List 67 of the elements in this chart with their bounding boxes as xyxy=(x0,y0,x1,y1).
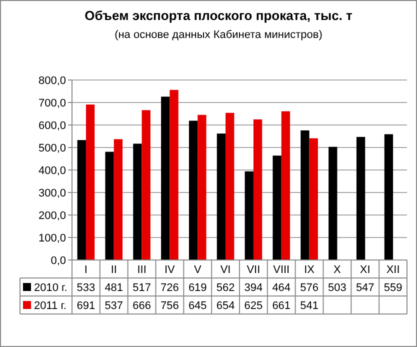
y-tick-label: 200,0 xyxy=(38,210,66,222)
x-tick-label: IV xyxy=(164,264,176,276)
bar xyxy=(86,104,95,260)
bar xyxy=(142,110,150,260)
x-tick-label: X xyxy=(334,264,342,276)
bar xyxy=(161,96,170,260)
data-label: 619 xyxy=(188,282,207,294)
bar xyxy=(253,119,262,260)
data-label: 645 xyxy=(188,300,207,312)
x-tick-label: II xyxy=(110,264,117,276)
data-label: 661 xyxy=(272,300,291,312)
bar xyxy=(114,139,123,260)
data-label: 666 xyxy=(132,300,151,312)
bar xyxy=(356,136,366,260)
x-tick-label: IX xyxy=(304,264,316,276)
data-label: 559 xyxy=(384,282,402,294)
y-tick-label: 300,0 xyxy=(38,187,66,200)
data-label: 691 xyxy=(76,300,96,312)
bar xyxy=(226,112,234,260)
chart-subtitle: (на основе данных Кабинета министров) xyxy=(114,29,322,41)
data-label: 625 xyxy=(244,300,263,312)
data-label: 464 xyxy=(272,282,291,294)
x-tick-label: VIII xyxy=(273,264,290,276)
data-label: 537 xyxy=(104,300,124,312)
bar xyxy=(281,111,290,260)
bar xyxy=(188,120,198,260)
data-label: 517 xyxy=(132,282,151,294)
data-label: 547 xyxy=(356,282,374,294)
bar xyxy=(170,90,178,260)
data-label: 654 xyxy=(216,300,235,312)
bar xyxy=(198,114,206,260)
y-tick-label: 500,0 xyxy=(38,142,66,154)
x-tick-label: V xyxy=(194,264,202,276)
bar xyxy=(133,144,142,260)
bar xyxy=(244,171,254,260)
data-label: 533 xyxy=(76,282,96,294)
bar xyxy=(216,134,226,260)
bar xyxy=(309,138,318,260)
data-label: 481 xyxy=(104,282,124,294)
bar xyxy=(272,156,282,260)
bar xyxy=(300,130,310,260)
data-label: 541 xyxy=(300,300,318,312)
y-tick-label: 600,0 xyxy=(38,120,66,132)
data-label: 503 xyxy=(328,282,346,294)
data-label: 726 xyxy=(160,282,179,294)
bar xyxy=(384,134,394,260)
y-tick-label: 100,0 xyxy=(38,232,66,244)
data-label: 576 xyxy=(300,282,318,294)
y-tick-label: 700,0 xyxy=(38,97,66,110)
bar xyxy=(328,146,338,260)
data-label: 562 xyxy=(216,282,235,294)
x-tick-label: III xyxy=(137,264,146,276)
bar xyxy=(77,140,86,260)
y-tick-label: 0,0 xyxy=(50,254,66,267)
x-tick-label: I xyxy=(84,264,88,276)
chart-title: Объем экспорта плоского проката, тыс. т xyxy=(84,8,352,23)
bar xyxy=(105,152,114,260)
x-tick-label: XI xyxy=(360,264,370,276)
x-tick-label: VII xyxy=(246,264,260,276)
legend-label: 2011 г. xyxy=(34,300,66,312)
x-tick-label: XII xyxy=(386,264,400,276)
y-tick-label: 800,0 xyxy=(38,74,66,87)
y-tick-label: 400,0 xyxy=(38,164,66,177)
data-label: 756 xyxy=(160,300,179,312)
x-tick-label: VI xyxy=(220,264,231,276)
data-label: 394 xyxy=(244,282,263,294)
legend-label: 2010 г. xyxy=(34,282,68,294)
